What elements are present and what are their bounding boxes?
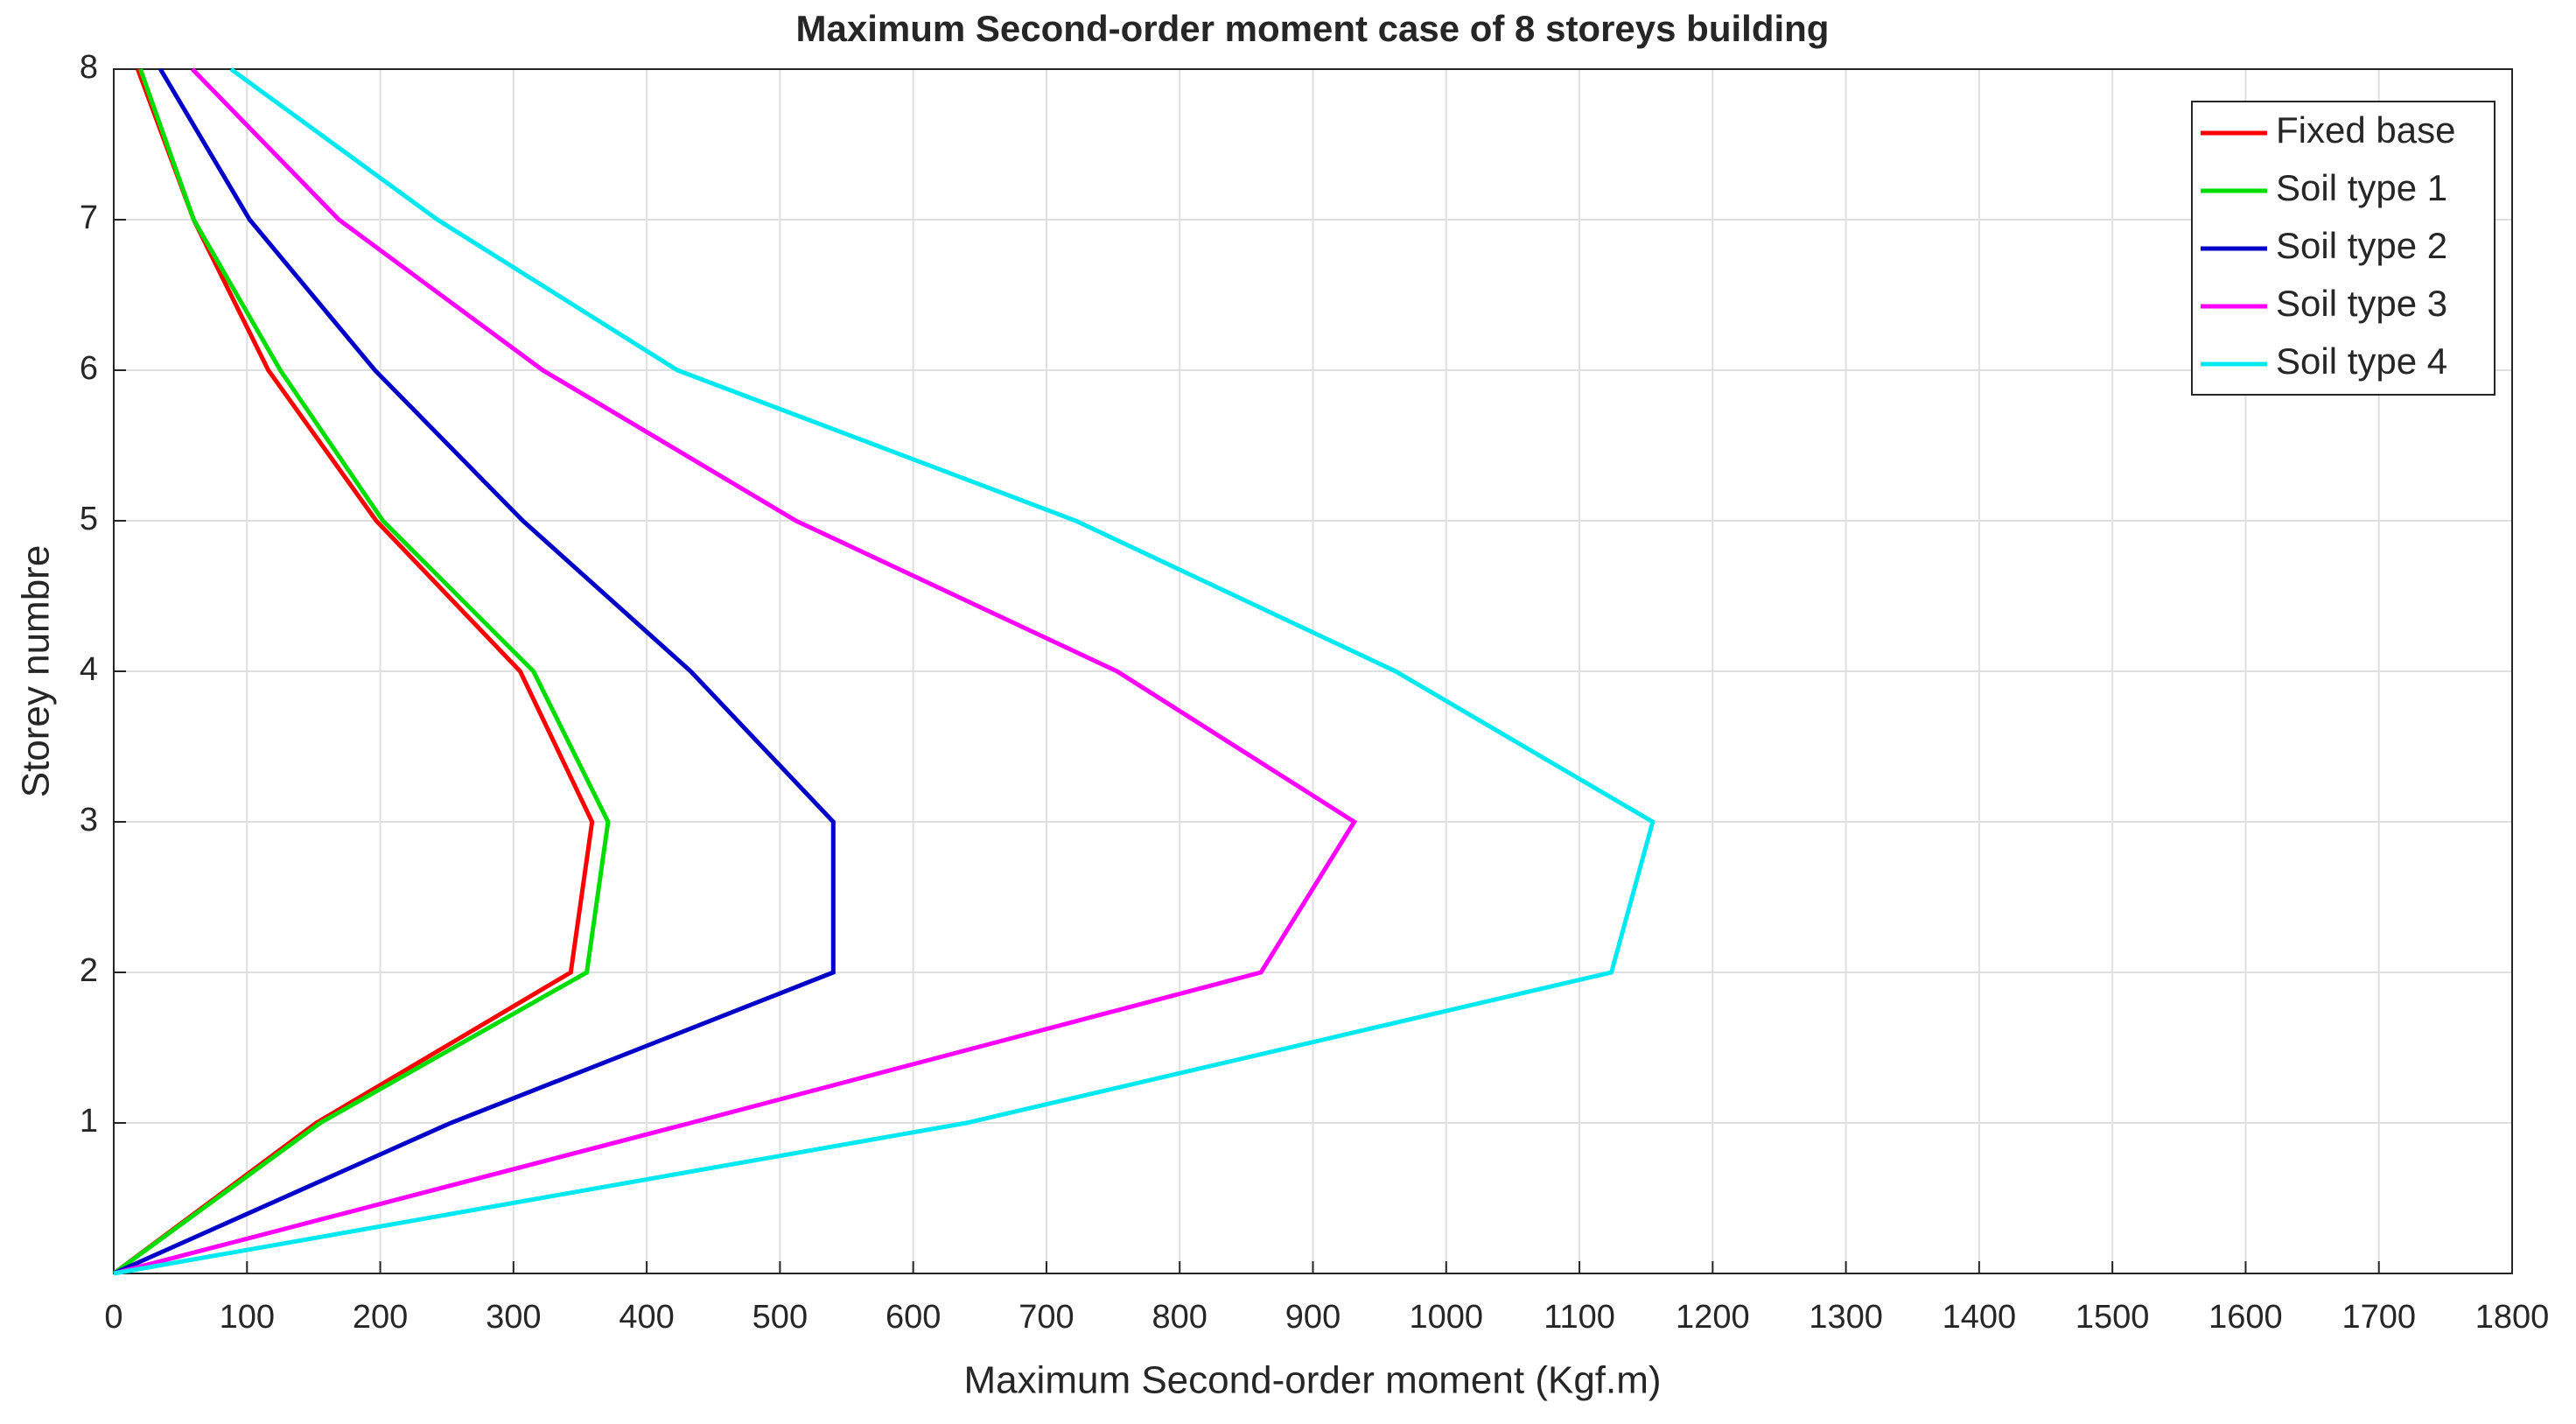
y-tick-label: 7 [80, 200, 98, 236]
x-tick-label: 300 [486, 1299, 541, 1336]
y-tick-label: 1 [80, 1103, 98, 1140]
x-tick-label: 1800 [2475, 1299, 2550, 1336]
legend-label: Soil type 1 [2276, 167, 2447, 208]
x-axis-label: Maximum Second-order moment (Kgf.m) [963, 1359, 1661, 1402]
x-tick-label: 1000 [1410, 1299, 1484, 1336]
x-tick-label: 0 [104, 1299, 122, 1336]
x-tick-label: 400 [619, 1299, 674, 1336]
series-line [113, 67, 1358, 1276]
chart-title: Maximum Second-order moment case of 8 st… [796, 8, 1830, 49]
series-line [112, 68, 611, 1276]
x-tick-label: 600 [886, 1299, 941, 1336]
y-tick-label: 3 [80, 802, 98, 838]
y-tick-label: 4 [80, 651, 98, 688]
series-line [112, 68, 595, 1276]
legend-label: Soil type 3 [2276, 283, 2447, 324]
x-tick-label: 1300 [1809, 1299, 1883, 1336]
legend-label: Soil type 2 [2276, 225, 2447, 266]
x-tick-label: 100 [220, 1299, 275, 1336]
series-line [113, 67, 1656, 1276]
x-tick-label: 700 [1018, 1299, 1074, 1336]
x-tick-label: 1400 [1942, 1299, 2017, 1336]
x-tick-label: 1100 [1544, 1299, 1615, 1336]
legend-label: Fixed base [2276, 109, 2455, 151]
x-tick-label: 1200 [1676, 1299, 1750, 1336]
plot-frame [113, 68, 2513, 1274]
x-tick-label: 900 [1285, 1299, 1340, 1336]
y-tick-label: 8 [80, 49, 98, 86]
x-tick-label: 200 [353, 1299, 408, 1336]
x-tick-label: 800 [1152, 1299, 1208, 1336]
x-tick-label: 1600 [2208, 1299, 2283, 1336]
y-tick-label: 5 [80, 501, 98, 537]
legend-label: Soil type 4 [2276, 340, 2447, 382]
x-tick-label: 1700 [2342, 1299, 2416, 1336]
y-tick-label: 2 [80, 952, 98, 989]
y-tick-label: 6 [80, 350, 98, 387]
legend: Fixed base Soil type 1 Soil type 2 Soil typ… [2191, 101, 2496, 396]
x-tick-label: 1500 [2076, 1299, 2150, 1336]
series-line [112, 67, 836, 1276]
y-axis-label: Storey numbre [15, 545, 58, 798]
x-tick-label: 500 [752, 1299, 808, 1336]
